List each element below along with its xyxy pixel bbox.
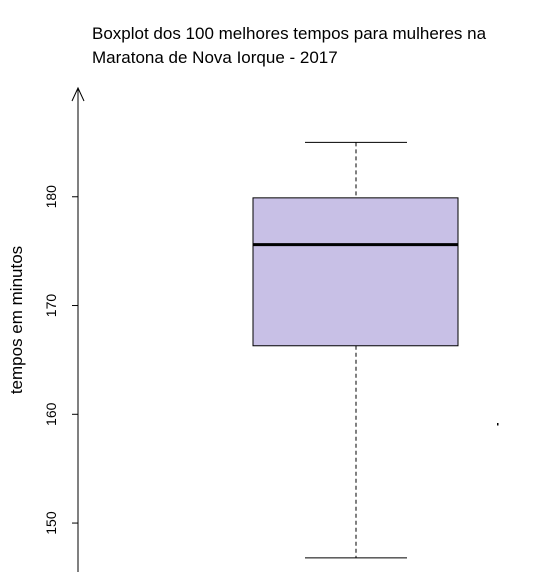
chart-title-line-1: Boxplot dos 100 melhores tempos para mul… [92, 24, 487, 43]
y-tick-label: 170 [43, 294, 59, 318]
y-tick-label: 150 [43, 511, 59, 535]
stray-mark [497, 423, 499, 426]
interquartile-box [252, 197, 459, 347]
y-axis-arrowhead [71, 86, 85, 102]
chart-title-line-2: Maratona de Nova Iorque - 2017 [92, 48, 338, 67]
boxplot [252, 141, 499, 559]
y-tick-label: 160 [43, 402, 59, 426]
y-tick-label: 180 [43, 185, 59, 209]
y-axis: 150 160 170 180 [43, 86, 85, 572]
y-axis-label: tempos em minutos [7, 246, 26, 394]
